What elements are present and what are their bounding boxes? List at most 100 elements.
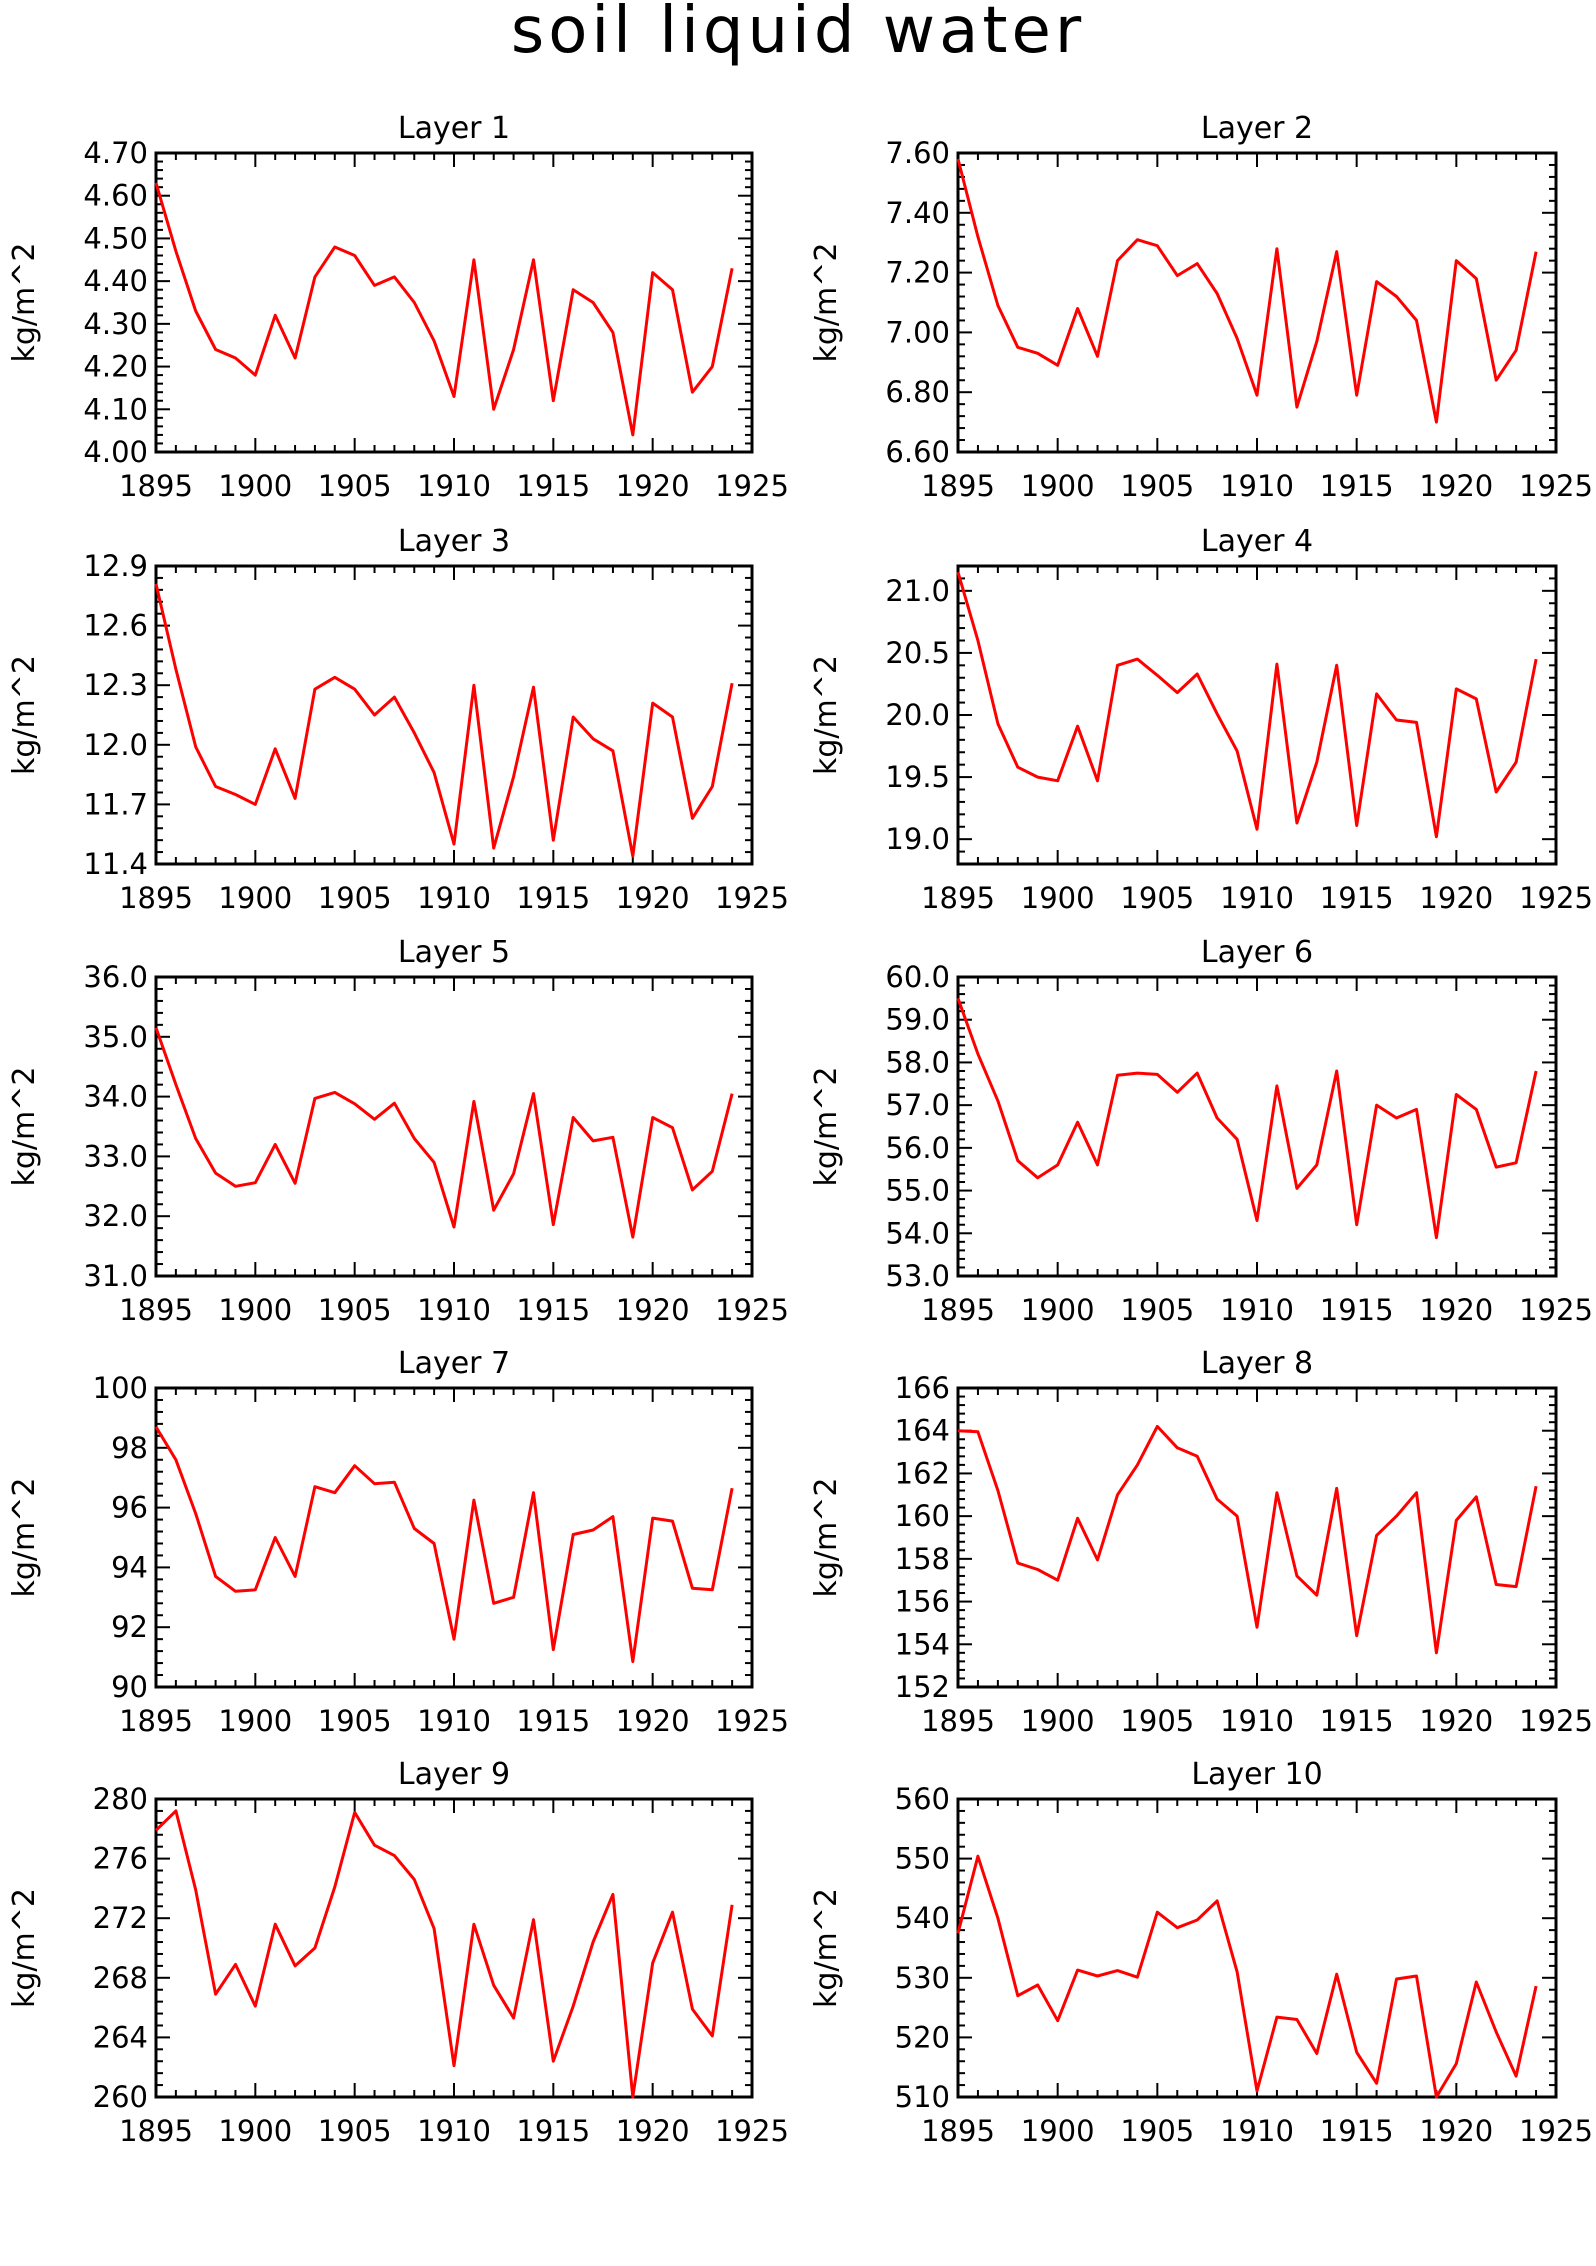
- x-tick-label: 1900: [218, 469, 292, 503]
- x-tick-label: 1905: [1120, 881, 1194, 915]
- x-tick-label: 1910: [1220, 469, 1294, 503]
- panel-title: Layer 10: [1191, 1757, 1322, 1792]
- x-tick-label: 1910: [417, 469, 491, 503]
- x-tick-label: 1895: [119, 1293, 193, 1327]
- series-line: [154, 1809, 734, 2099]
- panel-title: Layer 7: [398, 1346, 510, 1381]
- y-tick-label: 268: [93, 1961, 148, 1995]
- y-tick-label: 54.0: [885, 1216, 950, 1250]
- y-tick-label: 560: [895, 1782, 950, 1816]
- y-tick-label: 152: [895, 1670, 950, 1704]
- x-tick-label: 1925: [715, 881, 789, 915]
- x-tick-label: 1895: [119, 1704, 193, 1738]
- y-tick-label: 160: [895, 1499, 950, 1533]
- y-tick-label: 276: [93, 1842, 148, 1876]
- y-tick-label: 32.0: [83, 1199, 148, 1233]
- series-line: [957, 1424, 1538, 1655]
- y-tick-label: 7.40: [885, 196, 950, 230]
- y-tick-label: 12.6: [83, 609, 148, 643]
- x-tick-label: 1925: [1519, 469, 1593, 503]
- x-tick-label: 1920: [1419, 1704, 1493, 1738]
- y-tick-label: 4.20: [83, 350, 148, 384]
- y-tick-label: 530: [895, 1961, 950, 1995]
- y-tick-label: 19.5: [885, 760, 950, 794]
- panel-title: Layer 5: [398, 935, 510, 970]
- y-tick-label: 60.0: [885, 960, 950, 994]
- x-tick-label: 1915: [516, 1293, 590, 1327]
- x-tick-label: 1920: [1419, 1293, 1493, 1327]
- y-tick-label: 58.0: [885, 1045, 950, 1079]
- panel-layer-6: Layer 6 kg/m^2 1895 1900 1905 1910 1915 1920 192…: [809, 935, 1593, 1327]
- x-tick-label: 1915: [1320, 881, 1394, 915]
- y-tick-label: 33.0: [83, 1139, 148, 1173]
- x-tick-label: 1915: [516, 1704, 590, 1738]
- panel-layer-8: Layer 8 kg/m^2 1895 1900 1905 1910 1915 1920 192…: [809, 1346, 1593, 1738]
- x-tick-label: 1900: [1021, 2114, 1095, 2148]
- x-tick-label: 1925: [1519, 881, 1593, 915]
- panel-layer-5: Layer 5 kg/m^2 1895 1900 1905 1910 1915 1920 192…: [7, 935, 789, 1327]
- y-tick-label: 7.00: [885, 315, 950, 349]
- y-tick-label: 280: [93, 1782, 148, 1816]
- x-tick-label: 1915: [1320, 1704, 1394, 1738]
- y-tick-label: 11.4: [83, 847, 148, 881]
- y-tick-label: 36.0: [83, 960, 148, 994]
- y-tick-label: 98: [111, 1431, 148, 1465]
- y-tick-label: 4.60: [83, 179, 148, 213]
- y-tick-label: 12.9: [83, 549, 148, 583]
- y-tick-label: 166: [895, 1371, 950, 1405]
- plot-frame: [154, 1386, 754, 1689]
- series-line: [956, 997, 1538, 1240]
- x-tick-label: 1895: [921, 469, 995, 503]
- x-tick-label: 1910: [417, 1704, 491, 1738]
- x-tick-label: 1910: [1220, 881, 1294, 915]
- y-tick-label: 94: [111, 1550, 148, 1584]
- plot-frame: [956, 151, 1558, 454]
- x-tick-label: 1905: [318, 2114, 392, 2148]
- y-axis-label: kg/m^2: [809, 1067, 844, 1187]
- x-tick-label: 1920: [616, 469, 690, 503]
- series-line: [956, 1854, 1538, 2099]
- x-tick-label: 1905: [318, 1293, 392, 1327]
- y-axis-label: kg/m^2: [7, 1478, 42, 1598]
- panel-title: Layer 2: [1201, 111, 1313, 146]
- y-tick-label: 92: [111, 1610, 148, 1644]
- y-tick-label: 56.0: [885, 1131, 950, 1165]
- y-tick-label: 31.0: [83, 1259, 148, 1293]
- panel-title: Layer 1: [398, 111, 510, 146]
- y-tick-label: 540: [895, 1901, 950, 1935]
- panel-layer-7: Layer 7 kg/m^2 1895 1900 1905 1910 1915 1920 192…: [7, 1346, 789, 1738]
- x-tick-label: 1900: [1021, 469, 1095, 503]
- y-axis-label: kg/m^2: [809, 243, 844, 363]
- y-tick-label: 57.0: [885, 1088, 950, 1122]
- series-line: [956, 158, 1538, 424]
- x-tick-label: 1920: [1419, 881, 1493, 915]
- x-tick-label: 1895: [119, 881, 193, 915]
- panel-layer-1: Layer 1 kg/m^2 1895 1900 1905 1910 1915 1920 192…: [7, 111, 789, 503]
- x-tick-label: 1900: [218, 881, 292, 915]
- y-axis-label: kg/m^2: [809, 1888, 844, 2008]
- y-axis-label: kg/m^2: [7, 1067, 42, 1187]
- x-tick-label: 1920: [616, 1293, 690, 1327]
- x-tick-label: 1915: [516, 2114, 590, 2148]
- y-axis-label: kg/m^2: [809, 1478, 844, 1598]
- series-line: [154, 1027, 734, 1239]
- plot-frame: [956, 975, 1558, 1278]
- y-tick-label: 6.80: [885, 375, 950, 409]
- y-tick-label: 158: [895, 1542, 950, 1576]
- x-tick-label: 1895: [119, 2114, 193, 2148]
- y-tick-label: 20.0: [885, 698, 950, 732]
- x-tick-label: 1900: [1021, 881, 1095, 915]
- x-tick-label: 1925: [715, 469, 789, 503]
- x-tick-label: 1905: [318, 1704, 392, 1738]
- panel-title: Layer 9: [398, 1757, 510, 1792]
- x-tick-label: 1925: [1519, 1293, 1593, 1327]
- plot-frame: [956, 1386, 1558, 1689]
- plot-frame: [956, 1797, 1558, 2099]
- y-tick-label: 520: [895, 2020, 950, 2054]
- y-tick-label: 55.0: [885, 1174, 950, 1208]
- x-tick-label: 1900: [1021, 1293, 1095, 1327]
- x-tick-label: 1905: [1120, 1293, 1194, 1327]
- plot-frame: [154, 564, 754, 866]
- y-tick-label: 100: [93, 1371, 148, 1405]
- x-tick-label: 1900: [218, 1704, 292, 1738]
